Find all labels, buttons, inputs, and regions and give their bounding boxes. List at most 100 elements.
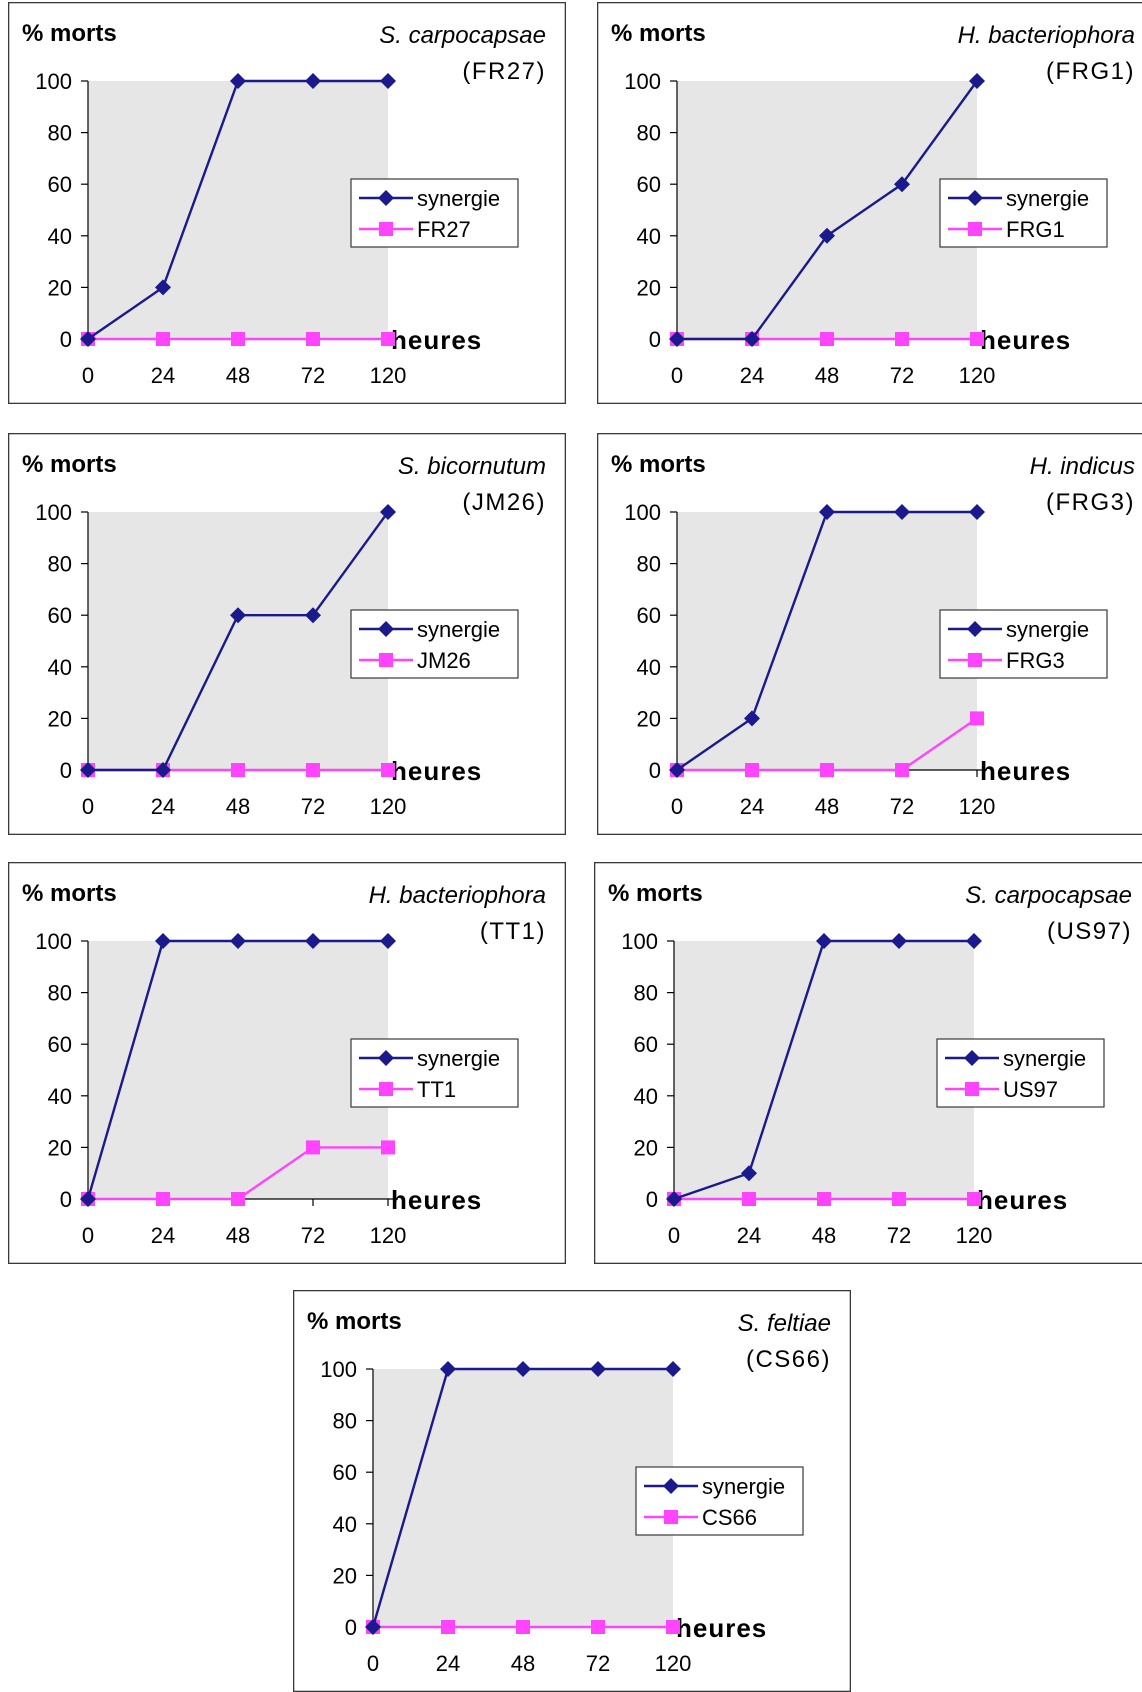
y-tick-label: 40 bbox=[48, 1084, 72, 1109]
data-point-synergie bbox=[380, 504, 396, 520]
line-chart: 0 20 40 60 80 100 0 24 48 72 120 % morts heures S. fe… bbox=[292, 1289, 852, 1692]
plot-area bbox=[373, 1369, 673, 1627]
y-tick-label: 0 bbox=[646, 1187, 658, 1212]
data-point-fr27 bbox=[156, 332, 170, 346]
chart-subtitle: (US97) bbox=[1047, 918, 1132, 945]
legend-box bbox=[939, 178, 1108, 248]
data-point-synergie bbox=[155, 933, 171, 949]
legend-label-synergie: synergie bbox=[417, 617, 500, 642]
x-axis-label: heures bbox=[391, 756, 482, 786]
x-tick-label: 0 bbox=[367, 1651, 379, 1676]
y-tick-label: 40 bbox=[637, 655, 661, 680]
data-point-us97 bbox=[817, 1192, 831, 1206]
legend: synergie FRG3 bbox=[939, 609, 1108, 679]
y-axis-label: % morts bbox=[608, 880, 703, 907]
data-point-synergie bbox=[669, 762, 685, 778]
x-tick-label: 72 bbox=[301, 794, 325, 819]
data-point-synergie bbox=[744, 710, 760, 727]
chart-title: S. bicornutum bbox=[398, 453, 546, 480]
data-point-synergie bbox=[741, 1165, 757, 1182]
x-tick-label: 120 bbox=[959, 794, 996, 819]
y-tick-label: 40 bbox=[48, 655, 72, 680]
data-point-synergie bbox=[969, 73, 985, 89]
data-point-synergie bbox=[230, 933, 246, 949]
y-tick-label: 100 bbox=[624, 500, 661, 525]
chart-subtitle: (FR27) bbox=[462, 58, 546, 85]
y-tick-label: 80 bbox=[634, 981, 658, 1006]
y-tick-label: 0 bbox=[345, 1615, 357, 1640]
legend-label-synergie: synergie bbox=[1003, 1046, 1086, 1071]
x-tick-label: 48 bbox=[815, 363, 839, 388]
legend-label-frg3: FRG3 bbox=[1006, 648, 1065, 673]
y-axis-label: % morts bbox=[611, 20, 706, 47]
chart-subtitle: (FRG1) bbox=[1046, 58, 1135, 85]
data-point-synergie bbox=[380, 933, 396, 949]
data-point-frg1 bbox=[970, 332, 984, 346]
data-point-synergie bbox=[305, 607, 321, 624]
legend-label-synergie: synergie bbox=[1006, 617, 1089, 642]
y-tick-label: 60 bbox=[634, 1032, 658, 1057]
legend-marker-tt1 bbox=[379, 1082, 393, 1096]
legend: synergie TT1 bbox=[350, 1038, 519, 1108]
data-point-synergie bbox=[665, 1361, 681, 1377]
data-point-fr27 bbox=[381, 332, 395, 346]
x-tick-label: 24 bbox=[740, 363, 764, 388]
x-tick-label: 48 bbox=[815, 794, 839, 819]
legend-label-us97: US97 bbox=[1003, 1077, 1058, 1102]
data-point-synergie bbox=[230, 607, 246, 624]
x-tick-label: 24 bbox=[151, 363, 175, 388]
x-axis-label: heures bbox=[676, 1613, 767, 1643]
legend-marker-synergie bbox=[378, 190, 394, 206]
data-point-frg3 bbox=[970, 711, 984, 726]
data-point-cs66 bbox=[666, 1620, 680, 1634]
x-tick-label: 0 bbox=[82, 363, 94, 388]
data-point-synergie bbox=[155, 762, 171, 778]
chart-panel-cs66: 0 20 40 60 80 100 0 24 48 72 120 % morts heures S. fe… bbox=[292, 1289, 852, 1692]
x-tick-label: 0 bbox=[82, 1223, 94, 1248]
y-tick-label: 20 bbox=[333, 1563, 357, 1588]
data-point-cs66 bbox=[516, 1620, 530, 1634]
legend: synergie JM26 bbox=[350, 609, 519, 679]
y-tick-label: 100 bbox=[320, 1357, 357, 1382]
legend-marker-frg3 bbox=[968, 653, 982, 667]
legend-label-tt1: TT1 bbox=[417, 1077, 456, 1102]
y-tick-label: 100 bbox=[621, 929, 658, 954]
x-tick-label: 24 bbox=[740, 794, 764, 819]
y-tick-label: 20 bbox=[637, 275, 661, 300]
legend-box bbox=[350, 609, 519, 679]
chart-panel-us97: 0 20 40 60 80 100 0 24 48 72 120 % morts heures S. ca… bbox=[593, 861, 1142, 1265]
y-axis-label: % morts bbox=[307, 1308, 402, 1335]
y-axis-label: % morts bbox=[22, 880, 117, 907]
data-point-tt1 bbox=[156, 1192, 170, 1206]
y-axis-label: % morts bbox=[611, 451, 706, 478]
chart-title: S. carpocapsae bbox=[965, 882, 1132, 909]
y-tick-label: 60 bbox=[637, 172, 661, 197]
data-point-fr27 bbox=[306, 332, 320, 346]
chart-panel-tt1: 0 20 40 60 80 100 0 24 48 72 120 % morts heures H. ba… bbox=[7, 861, 567, 1265]
y-tick-label: 80 bbox=[637, 121, 661, 146]
data-point-cs66 bbox=[441, 1620, 455, 1634]
y-tick-label: 0 bbox=[60, 758, 72, 783]
plot-area bbox=[674, 941, 974, 1199]
plot-area bbox=[88, 941, 388, 1199]
legend: synergie CS66 bbox=[635, 1466, 804, 1536]
data-point-synergie bbox=[305, 933, 321, 949]
chart-panel-frg3: 0 20 40 60 80 100 0 24 48 72 120 % morts heures H. in… bbox=[596, 432, 1142, 836]
line-chart: 0 20 40 60 80 100 0 24 48 72 120 % morts heures H. ba… bbox=[7, 861, 567, 1265]
x-tick-label: 24 bbox=[737, 1223, 761, 1248]
legend-marker-synergie bbox=[378, 1050, 394, 1066]
x-axis-label: heures bbox=[980, 756, 1071, 786]
legend-box bbox=[936, 1038, 1105, 1108]
plot-area bbox=[677, 81, 977, 339]
data-point-us97 bbox=[742, 1192, 756, 1206]
y-tick-label: 40 bbox=[48, 224, 72, 249]
chart-subtitle: (CS66) bbox=[746, 1346, 831, 1373]
x-tick-label: 48 bbox=[511, 1651, 535, 1676]
y-tick-label: 80 bbox=[333, 1409, 357, 1434]
x-tick-label: 48 bbox=[226, 1223, 250, 1248]
y-tick-label: 0 bbox=[60, 327, 72, 352]
y-tick-label: 20 bbox=[48, 706, 72, 731]
y-tick-label: 40 bbox=[637, 224, 661, 249]
data-point-synergie bbox=[666, 1191, 682, 1207]
legend-label-synergie: synergie bbox=[1006, 186, 1089, 211]
